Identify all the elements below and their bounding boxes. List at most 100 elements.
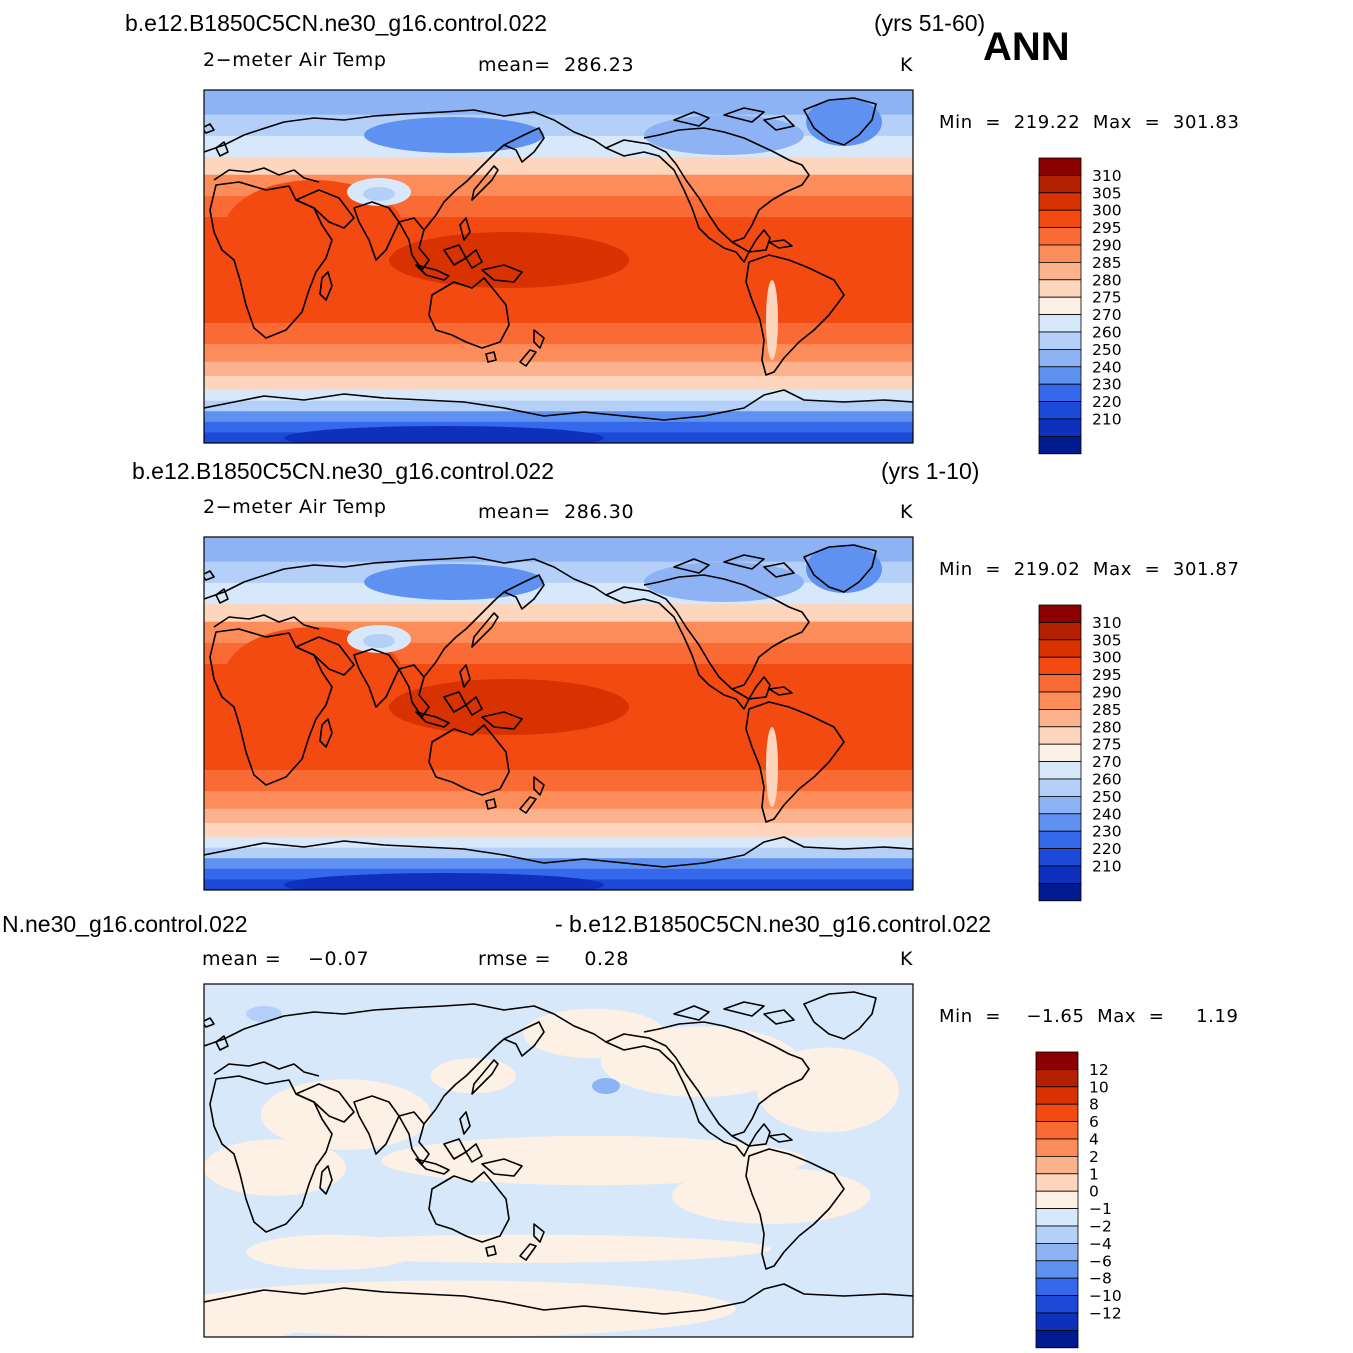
cold-spot-greenland <box>806 545 882 593</box>
colorbar-box <box>1035 1173 1079 1192</box>
temperature-band <box>204 837 913 849</box>
colorbar-label: 290 <box>1092 684 1122 702</box>
colorbar-box <box>1038 691 1082 710</box>
antarctic-deep-cold <box>284 873 604 890</box>
colorbar-label: 280 <box>1092 271 1122 289</box>
warm-region-africa <box>224 627 404 727</box>
colorbar-label: −10 <box>1089 1287 1122 1305</box>
panel3-minmax: Min = −1.65 Max = 1.19 <box>939 1006 1239 1027</box>
temperature-band <box>204 344 913 363</box>
colorbar-label: −4 <box>1089 1235 1112 1253</box>
positive-anomaly <box>430 1058 516 1094</box>
colorbar-label: 0 <box>1089 1183 1099 1201</box>
colorbar-label: 2 <box>1089 1148 1099 1166</box>
colorbar-box <box>1038 418 1082 437</box>
panel1-variable: 2−meter Air Temp <box>203 49 387 71</box>
temperature-band <box>204 769 913 792</box>
panel2-frame <box>203 536 914 891</box>
cold-spot-greenland <box>806 98 882 146</box>
antarctic-deep-cold <box>284 426 604 443</box>
colorbar-box <box>1038 244 1082 263</box>
colorbar-box <box>1038 209 1082 228</box>
colorbar-box <box>1038 366 1082 385</box>
colorbar-box <box>1038 778 1082 797</box>
colorbar-label: 285 <box>1092 254 1122 272</box>
andes-strip <box>766 727 778 807</box>
cold-lobe-siberia <box>364 117 544 153</box>
panel1-colorbar: 3103053002952902852802752702602502402302… <box>1038 157 1122 455</box>
panel2-minmax: Min = 219.02 Max = 301.87 <box>939 559 1240 580</box>
colorbar-box <box>1038 279 1082 298</box>
temperature-band <box>204 822 913 838</box>
colorbar-box <box>1038 331 1082 350</box>
colorbar-label: 8 <box>1089 1096 1099 1114</box>
colorbar-label: 4 <box>1089 1131 1099 1149</box>
colorbar-box <box>1038 314 1082 333</box>
colorbar-box <box>1035 1243 1079 1262</box>
panel3-map <box>204 984 913 1337</box>
colorbar-box <box>1035 1103 1079 1122</box>
colorbar-box <box>1035 1225 1079 1244</box>
colorbar-label: 10 <box>1089 1078 1109 1096</box>
colorbar-box <box>1038 726 1082 745</box>
colorbar-box <box>1035 1208 1079 1227</box>
colorbar-box <box>1035 1190 1079 1209</box>
colorbar-label: 300 <box>1092 649 1122 667</box>
panel3-frame <box>203 983 914 1338</box>
colorbar-label: 210 <box>1092 858 1122 876</box>
colorbar-label: −1 <box>1089 1200 1112 1218</box>
colorbar-label: 240 <box>1092 805 1122 823</box>
colorbar-label: 230 <box>1092 376 1122 394</box>
warm-region-africa <box>224 180 404 280</box>
colorbar-box <box>1038 830 1082 850</box>
colorbar-box <box>1035 1260 1079 1279</box>
cold-lobe-canada <box>644 115 804 155</box>
colorbar-box <box>1038 865 1082 884</box>
positive-anomaly <box>671 1167 871 1225</box>
temperature-band <box>204 90 913 116</box>
colorbar-label: 270 <box>1092 306 1122 324</box>
colorbar-box <box>1035 1295 1079 1314</box>
colorbar-box <box>1035 1277 1079 1296</box>
colorbar-label: 260 <box>1092 324 1122 342</box>
panel2-years: (yrs 1-10) <box>881 458 980 484</box>
colorbar-box <box>1038 401 1082 420</box>
colorbar-label: 300 <box>1092 202 1122 220</box>
colorbar-label: 295 <box>1092 219 1122 237</box>
panel1-mean: mean= 286.23 <box>478 54 635 76</box>
temperature-band <box>204 375 913 391</box>
negative-anomaly <box>592 1078 620 1094</box>
temperature-band <box>204 361 913 377</box>
colorbar-box <box>1038 227 1082 246</box>
panel3-units: K <box>900 948 914 970</box>
andes-strip <box>766 280 778 360</box>
colorbar-box <box>1038 848 1082 867</box>
colorbar-label: 280 <box>1092 718 1122 736</box>
temperature-band <box>204 582 913 605</box>
colorbar-box <box>1038 709 1082 728</box>
colorbar-label: 240 <box>1092 358 1122 376</box>
colorbar-label: 1 <box>1089 1165 1099 1183</box>
colorbar-box <box>1038 743 1082 763</box>
warm-pool <box>389 679 629 735</box>
cold-core-tibet <box>363 187 395 201</box>
colorbar-box <box>1035 1330 1079 1349</box>
colorbar-label: 12 <box>1089 1061 1109 1079</box>
temperature-band <box>204 808 913 824</box>
colorbar-label: −8 <box>1089 1270 1112 1288</box>
panel2-units: K <box>900 501 914 523</box>
colorbar-label: 6 <box>1089 1113 1099 1131</box>
panel1-units: K <box>900 54 914 76</box>
colorbar-box <box>1038 261 1082 281</box>
panel2-variable: 2−meter Air Temp <box>203 496 387 518</box>
colorbar-label: 310 <box>1092 614 1122 632</box>
colorbar-box <box>1038 622 1082 641</box>
colorbar-label: −2 <box>1089 1218 1112 1236</box>
panel2-mean: mean= 286.30 <box>478 501 635 523</box>
temperature-band <box>204 791 913 810</box>
colorbar-box <box>1035 1086 1079 1105</box>
colorbar-box <box>1035 1051 1079 1070</box>
temperature-band <box>204 604 913 623</box>
